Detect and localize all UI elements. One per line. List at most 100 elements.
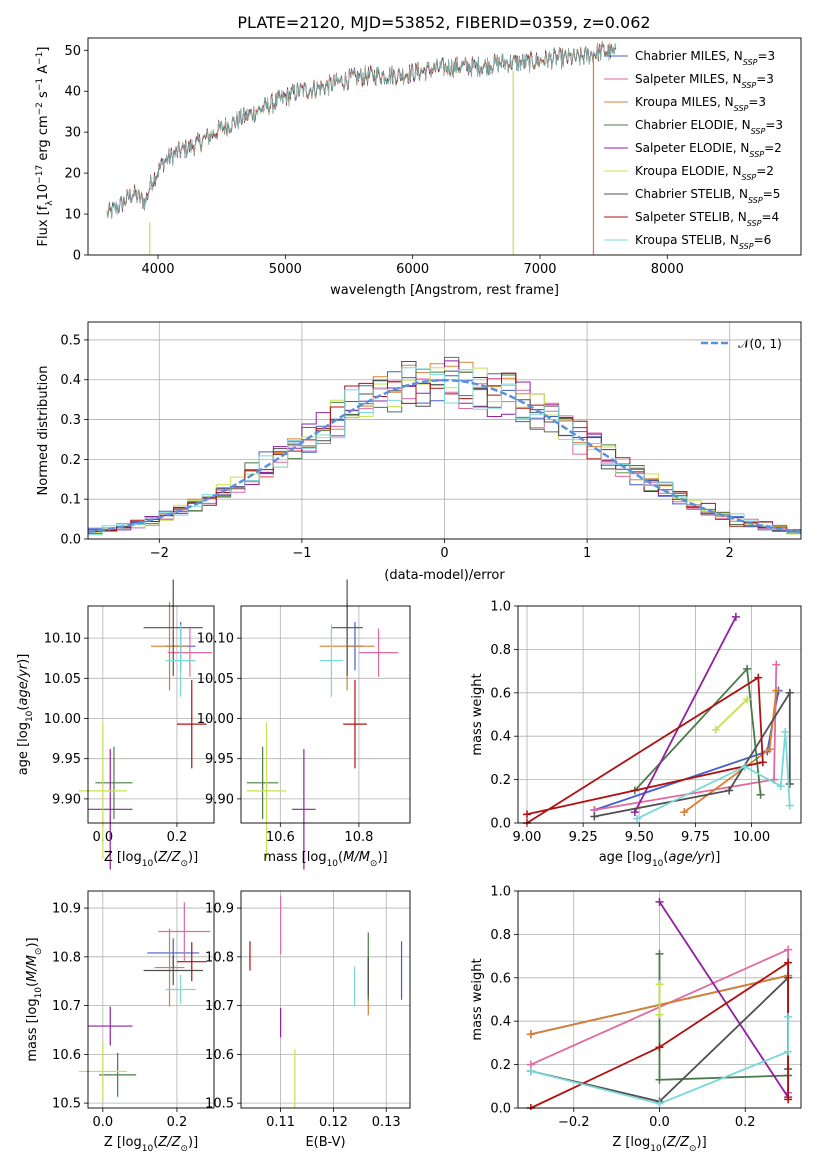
model-spectrum-chab_elodie	[106, 42, 617, 217]
series-line-chab_elodie	[658, 953, 789, 1081]
x-tick-label: 1	[583, 546, 591, 561]
legend: Chabrier MILES, NSSP=3 Salpeter MILES, NS…	[604, 49, 783, 251]
error-bars	[78, 902, 211, 1101]
x-tick-label: 8000	[651, 262, 684, 277]
data-point-krou_stelib	[785, 801, 794, 810]
data-point-salp_stelib	[784, 958, 793, 967]
x-tick-label: 4000	[141, 262, 174, 277]
y-tick-label: 10.7	[52, 999, 81, 1014]
x-axis-label: wavelength [Angstrom, rest frame]	[330, 283, 559, 298]
data-point-salp_stelib	[758, 758, 767, 767]
axes-frame	[240, 890, 411, 1109]
plot-residuals: −2 −1 0 1 2 0.0 0.1 0.2 0.3 0.4 0.5 𝒩(0, 1) (data-mo…	[36, 321, 802, 583]
y-tick-label: 20	[64, 167, 81, 182]
x-tick-label: 7000	[523, 262, 556, 277]
y-tick-label: 10	[64, 208, 81, 223]
y-tick-label: 0.2	[490, 773, 511, 788]
y-axis-label: Flux [fλ10−17 erg cm−2 s−1 A−1]	[35, 47, 55, 247]
y-tick-label: 0.2	[490, 1058, 511, 1073]
series-line-krou_stelib	[636, 731, 791, 820]
data-point-krou_stelib	[740, 762, 749, 771]
data-point-krou_miles	[680, 808, 689, 817]
data-point-salp_elodie	[655, 897, 664, 906]
y-tick-label: 0.8	[490, 928, 511, 943]
y-tick-label: 0.8	[490, 643, 511, 658]
y-tick-label: 9.90	[52, 792, 81, 807]
x-tick-label: 10.00	[733, 830, 770, 845]
y-tick-label: 0.6	[490, 686, 511, 701]
y-tick-label: 0.4	[490, 730, 511, 745]
axes-frame	[87, 321, 802, 540]
data-point-krou_stelib	[655, 1099, 664, 1108]
point-salp_elodie	[88, 1006, 133, 1046]
legend-label: Chabrier MILES, NSSP=3	[635, 49, 775, 67]
x-tick-label: 6000	[396, 262, 429, 277]
y-tick-label: 0.0	[60, 533, 81, 548]
plot-weight_vs_Z: −0.2 0.0 0.2 0.0 0.2 0.4 0.6 0.8 1.0 Z [log10(Z/Z…	[470, 885, 802, 1154]
series-line-krou_elodie	[715, 698, 748, 731]
y-tick-label: 0.6	[490, 971, 511, 986]
normal-curve	[88, 378, 801, 534]
y-tick-label: 0.4	[490, 1015, 511, 1030]
legend-label: Kroupa MILES, NSSP=3	[635, 95, 766, 113]
point-krou_miles	[154, 928, 185, 1007]
point-salp_elodie	[292, 749, 316, 870]
y-axis-label: mass weight	[470, 673, 485, 755]
series-line-chab_stelib	[594, 689, 791, 818]
x-axis-label: age [log10(age/yr)]	[599, 850, 721, 869]
y-tick-label: 10.5	[52, 1097, 81, 1112]
point-krou_stelib	[165, 624, 196, 697]
data-point-salp_miles	[772, 660, 781, 669]
axes-frame	[87, 890, 215, 1109]
y-tick-label: 1.0	[490, 885, 511, 900]
data-point-krou_elodie	[655, 980, 664, 989]
model-spectrum-salp_miles	[106, 43, 617, 218]
data-point-krou_stelib	[781, 727, 790, 736]
plot-mass_vs_Z: 0.0 0.2 10.5 10.6 10.7 10.8 10.9 Z [log10(Z/Z⊙)…	[25, 890, 215, 1154]
point-salp_miles	[167, 628, 213, 677]
model-spectrum-chab_miles	[106, 41, 617, 218]
point-chab_elodie	[95, 746, 133, 819]
x-tick-label: 0.12	[319, 1115, 348, 1130]
series-line-salp_elodie	[634, 616, 737, 813]
y-tick-label: 40	[64, 85, 81, 100]
grid-lines	[88, 891, 214, 1108]
axes-frame	[517, 605, 802, 824]
legend-label: Kroupa STELIB, NSSP=6	[635, 233, 771, 251]
model-spectrum-krou_stelib	[106, 43, 617, 219]
x-tick-label: 2	[726, 546, 734, 561]
legend-label: 𝒩(0, 1)	[738, 337, 782, 351]
data-point-krou_elodie	[743, 695, 752, 704]
figure-title: PLATE=2120, MJD=53852, FIBERID=0359, z=0…	[237, 13, 650, 32]
legend-label: Salpeter STELIB, NSSP=4	[635, 210, 779, 228]
y-tick-label: 50	[64, 44, 81, 59]
model-spectrum-salp_stelib	[106, 43, 617, 219]
data-point-krou_miles	[772, 686, 781, 695]
point-chab_elodie	[99, 1052, 137, 1097]
data-point-krou_elodie	[655, 1010, 664, 1019]
data-point-krou_elodie	[711, 725, 720, 734]
y-tick-label: 9.90	[205, 792, 234, 807]
x-axis-label: Z [log10(Z/Z⊙)]	[104, 1135, 198, 1154]
y-axis-label: age [log10(age/yr)]	[16, 654, 35, 776]
x-tick-label: 9.75	[681, 830, 710, 845]
x-axis-label: E(B-V)	[305, 1135, 345, 1150]
legend-label: Chabrier ELODIE, NSSP=3	[635, 118, 783, 136]
x-tick-label: 0.2	[735, 1115, 756, 1130]
series-line-salp_elodie	[658, 901, 789, 1098]
x-tick-label: 9.00	[513, 830, 542, 845]
weight-lines	[526, 897, 793, 1110]
x-tick-label: 0.0	[649, 1115, 670, 1130]
data-point-krou_stelib	[776, 782, 785, 791]
y-tick-label: 10.10	[197, 632, 234, 647]
y-tick-label: 10.10	[44, 632, 81, 647]
y-tick-label: 9.95	[52, 752, 81, 767]
x-axis-label: Z [log10(Z/Z⊙)]	[104, 850, 198, 869]
x-tick-label: −1	[292, 546, 311, 561]
model-spectrum-krou_elodie	[106, 41, 617, 218]
axes-frame	[87, 605, 215, 824]
y-tick-label: 0.0	[490, 1102, 511, 1117]
y-tick-label: 0	[73, 249, 81, 264]
data-point-krou_stelib	[784, 1012, 793, 1021]
